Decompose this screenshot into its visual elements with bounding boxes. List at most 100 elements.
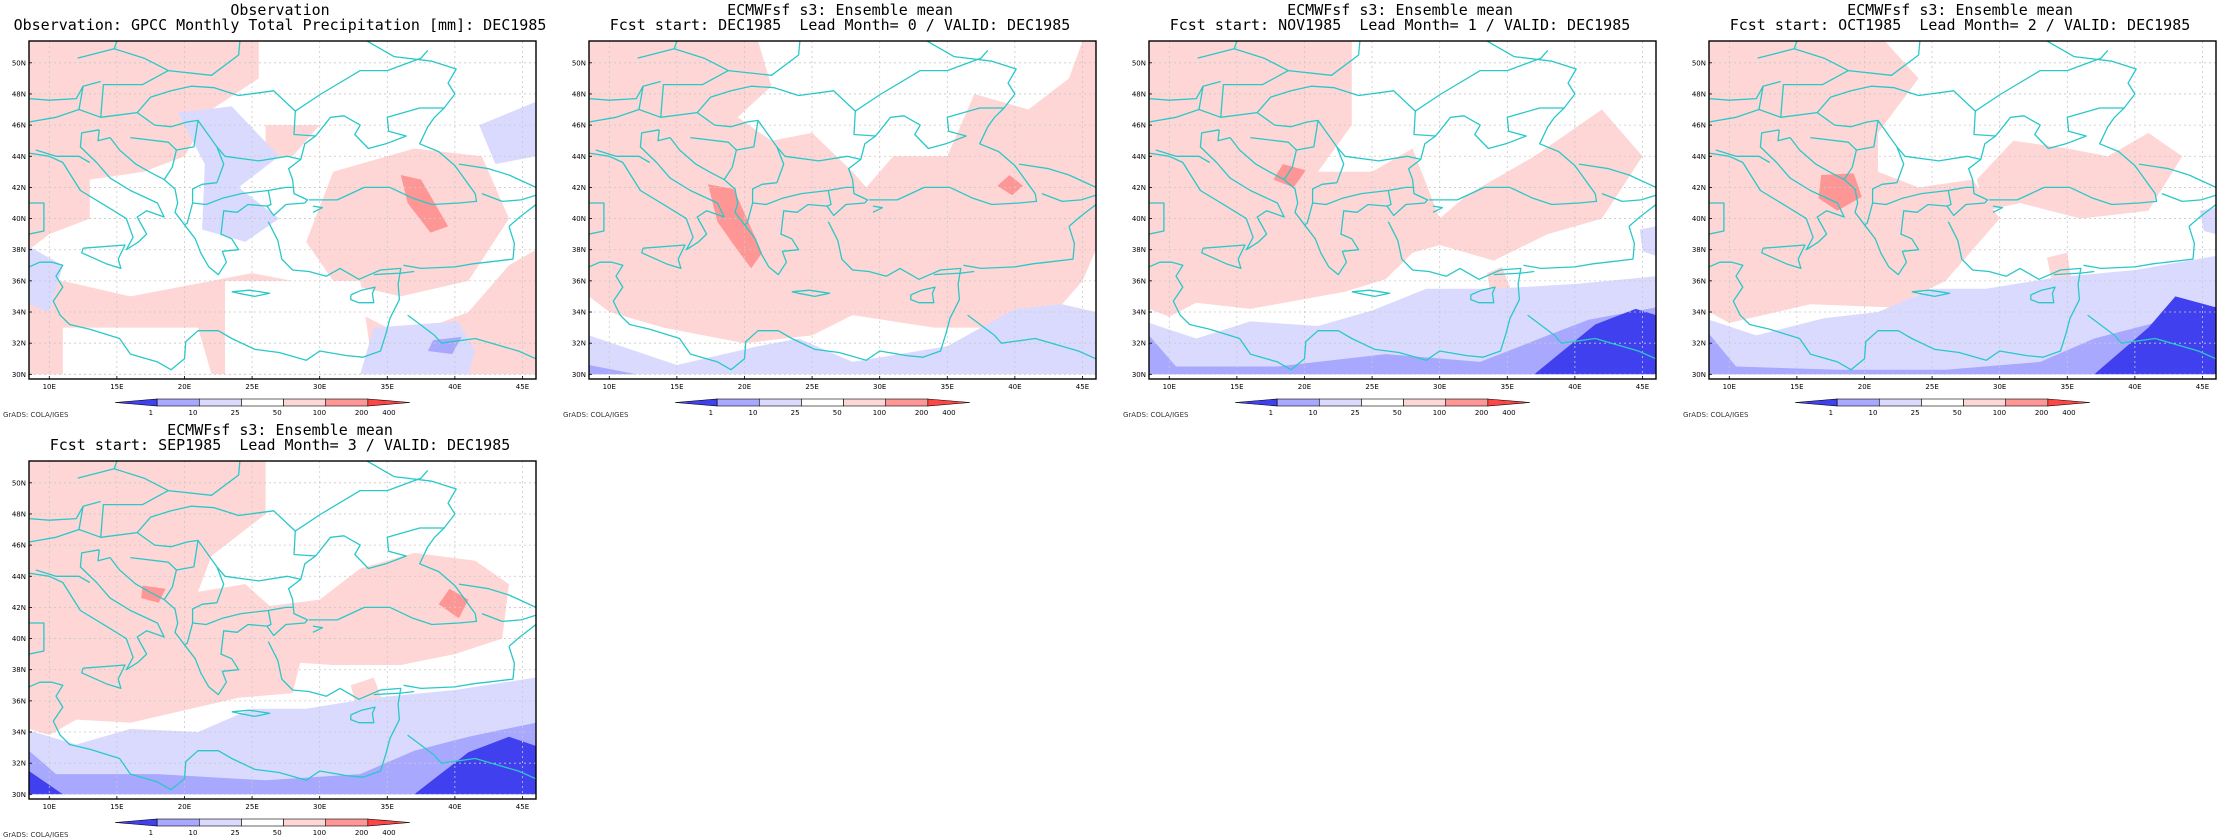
coastline: [97, 107, 478, 276]
grads-credit: GrADS: COLA/IGES: [1123, 411, 1189, 419]
lon-label: 40E: [448, 383, 461, 391]
precip-region: [708, 184, 763, 269]
lat-label: 42N: [1132, 184, 1146, 192]
lat-label: 34N: [572, 309, 586, 317]
coastline: [1946, 190, 1952, 207]
gridlines: [1709, 41, 2216, 379]
colorbar-segment: [198, 818, 242, 827]
coastline: [1709, 129, 1845, 251]
coastline: [1794, 48, 1849, 72]
precip-region: [589, 304, 1096, 375]
lat-label: 42N: [1692, 184, 1706, 192]
coastline: [2087, 314, 2216, 360]
colorbar-label: 100: [313, 829, 326, 837]
colorbar-segment: [1318, 398, 1362, 407]
colorbar-segment: [1487, 398, 1531, 407]
colorbar-segment: [1878, 398, 1922, 407]
colorbar-segment: [156, 398, 200, 407]
coastline: [407, 734, 536, 780]
panel-title: ECMWFsf s3: Ensemble mean: [1847, 1, 2073, 19]
colorbar-label: 50: [1393, 409, 1402, 417]
coastline: [2161, 192, 2216, 203]
lat-label: 32N: [12, 760, 26, 768]
colorbar-segment: [367, 398, 411, 407]
coastline: [481, 192, 536, 203]
lon-label: 45E: [516, 803, 529, 811]
lat-label: 38N: [1692, 246, 1706, 254]
coastline: [641, 244, 686, 270]
coastline: [1780, 41, 1921, 118]
coastline: [1974, 49, 2109, 112]
precip-region: [479, 101, 536, 165]
colorbar-label: 25: [1351, 409, 1360, 417]
colorbar-segment: [716, 398, 760, 407]
coastline: [1256, 112, 1421, 162]
lat-label: 34N: [12, 729, 26, 737]
precip-map: 30N 32N 34N 36N 38N 40N 42N 44N 46N 48N 50N 10E 15E 2…: [12, 40, 537, 417]
coastline: [100, 461, 241, 538]
coastline: [1068, 203, 1096, 227]
coastline: [176, 120, 199, 151]
colorbar-label: 200: [2035, 409, 2048, 417]
colorbar-label: 25: [231, 409, 240, 417]
lon-label: 40E: [1568, 383, 1581, 391]
coastline: [589, 85, 644, 101]
panel-lead-1: ECMWFsf s3: Ensemble mean Fcst start: NO…: [1120, 0, 1680, 420]
lon-label: 30E: [313, 383, 326, 391]
coastlines: [1149, 41, 1656, 371]
coastline: [1709, 221, 2082, 371]
colorbar-label: 25: [791, 409, 800, 417]
coastline: [403, 646, 516, 690]
coastlines: [29, 41, 536, 371]
lat-label: 40N: [1132, 215, 1146, 223]
precip-region: [258, 552, 509, 665]
lat-label: 32N: [12, 340, 26, 348]
coastline: [77, 461, 118, 479]
lat-label: 34N: [12, 309, 26, 317]
coastline: [1386, 190, 1392, 207]
precip-region: [997, 175, 1023, 196]
colorbar-segment: [1276, 398, 1320, 407]
precip-region: [400, 175, 449, 233]
coastline: [736, 120, 759, 151]
lat-label: 46N: [1692, 122, 1706, 130]
lat-label: 48N: [12, 510, 26, 518]
lat-label: 50N: [572, 59, 586, 67]
coastline: [29, 641, 402, 791]
coastline: [910, 286, 936, 304]
precip-region: [1976, 132, 2183, 219]
colorbar-label: 400: [382, 409, 395, 417]
coastline: [674, 48, 729, 72]
precip-region: [29, 722, 536, 795]
coastline: [114, 48, 169, 72]
coastline: [637, 41, 678, 59]
colorbar-label: 10: [189, 409, 198, 417]
colorbar: 1 10 25 50 100 200 400: [674, 398, 971, 417]
lat-label: 30N: [572, 371, 586, 379]
coastline: [1149, 129, 1285, 251]
lon-label: 25E: [1365, 383, 1378, 391]
coastline: [266, 610, 272, 627]
lat-label: 36N: [12, 697, 26, 705]
lat-label: 32N: [572, 340, 586, 348]
coastline: [744, 202, 754, 226]
coastline: [1018, 163, 1096, 188]
coastline: [29, 549, 165, 671]
coastline: [1911, 289, 1951, 298]
colorbar-segment: [801, 398, 844, 407]
coastline: [595, 149, 651, 164]
lat-label: 30N: [12, 791, 26, 799]
colorbar-label: 50: [273, 409, 282, 417]
coastline: [403, 226, 516, 270]
coastline: [294, 49, 429, 112]
coastline: [2053, 270, 2095, 276]
lon-label: 40E: [448, 803, 461, 811]
lon-label: 25E: [245, 383, 258, 391]
coastline: [1777, 107, 2158, 276]
coastline: [589, 85, 876, 137]
lat-label: 48N: [572, 90, 586, 98]
lat-label: 46N: [1132, 122, 1146, 130]
lat-label: 48N: [1692, 90, 1706, 98]
lon-label: 35E: [381, 383, 394, 391]
coastline: [1201, 244, 1246, 270]
